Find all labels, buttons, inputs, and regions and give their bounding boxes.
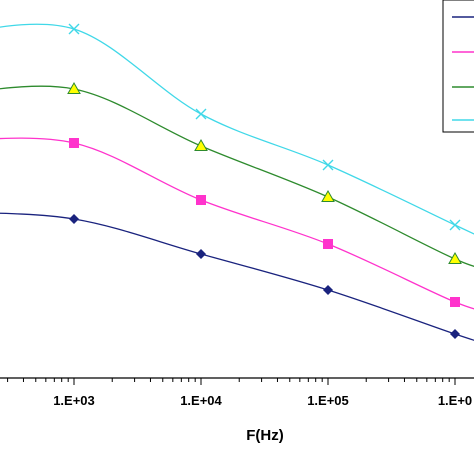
data-point [196,249,206,259]
x-axis-title: F(Hz) [246,427,284,444]
x-tick-label: 1.E+04 [180,393,222,408]
series-cross [0,23,474,235]
data-point [69,214,79,224]
series-line [0,85,474,267]
data-point [323,239,333,249]
data-point [68,23,80,35]
series-layer [0,23,474,341]
data-point [323,285,333,295]
series-triangle [0,81,474,267]
data-point [195,108,207,120]
data-point [67,81,81,94]
data-point [449,219,461,231]
data-point [450,297,460,307]
data-point [196,195,206,205]
data-point [448,251,462,264]
series-line [0,137,474,310]
x-tick-label: 1.E+0 [438,393,472,408]
data-point [69,138,79,148]
series-line [0,23,474,235]
legend [442,0,474,133]
series-diamond [0,212,474,341]
data-point [322,159,334,171]
data-point [450,329,460,339]
legend-frame [442,0,474,133]
x-tick-label: 1.E+05 [307,393,349,408]
x-tick-label: 1.E+03 [53,393,95,408]
data-point [194,138,208,151]
data-point [321,189,335,202]
series-line [0,212,474,341]
x-axis: 1.E+03 1.E+04 1.E+05 1.E+0 [0,377,474,408]
series-square [0,137,474,310]
